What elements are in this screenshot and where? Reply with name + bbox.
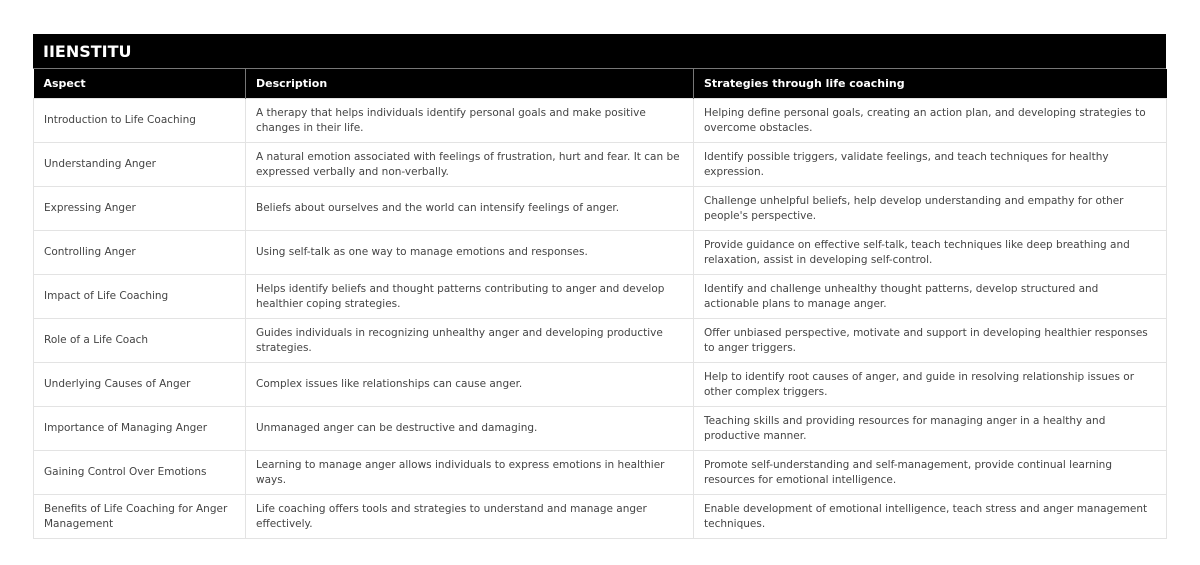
cell-aspect: Introduction to Life Coaching: [33, 98, 246, 143]
cell-strategies: Promote self-understanding and self-mana…: [693, 450, 1167, 495]
cell-aspect: Role of a Life Coach: [33, 318, 246, 363]
cell-description: A natural emotion associated with feelin…: [245, 142, 694, 187]
cell-aspect: Benefits of Life Coaching for Anger Mana…: [33, 494, 246, 539]
cell-description: Complex issues like relationships can ca…: [245, 362, 694, 407]
cell-aspect: Expressing Anger: [33, 186, 246, 231]
cell-aspect: Impact of Life Coaching: [33, 274, 246, 319]
table-row: Understanding Anger A natural emotion ass…: [33, 142, 1167, 187]
cell-description: A therapy that helps individuals identif…: [245, 98, 694, 143]
cell-aspect: Importance of Managing Anger: [33, 406, 246, 451]
cell-strategies: Helping define personal goals, creating …: [693, 98, 1167, 143]
table-row: Importance of Managing Anger Unmanaged an…: [33, 406, 1167, 451]
table-row: Underlying Causes of Anger Complex issues…: [33, 362, 1167, 407]
content-table-container: IIENSTITU Aspect Description Strategies …: [33, 34, 1167, 539]
cell-strategies: Identify and challenge unhealthy thought…: [693, 274, 1167, 319]
cell-strategies: Teaching skills and providing resources …: [693, 406, 1167, 451]
cell-aspect: Understanding Anger: [33, 142, 246, 187]
table-row: Role of a Life Coach Guides individuals i…: [33, 318, 1167, 363]
cell-strategies: Offer unbiased perspective, motivate and…: [693, 318, 1167, 363]
table-row: Expressing Anger Beliefs about ourselves …: [33, 186, 1167, 231]
cell-description: Beliefs about ourselves and the world ca…: [245, 186, 694, 231]
cell-strategies: Enable development of emotional intellig…: [693, 494, 1167, 539]
cell-strategies: Challenge unhelpful beliefs, help develo…: [693, 186, 1167, 231]
header-description: Description: [245, 69, 694, 99]
brand-title: IIENSTITU: [33, 34, 1166, 69]
cell-strategies: Help to identify root causes of anger, a…: [693, 362, 1167, 407]
header-aspect: Aspect: [33, 69, 246, 99]
cell-description: Using self-talk as one way to manage emo…: [245, 230, 694, 275]
table-row: Introduction to Life Coaching A therapy t…: [33, 98, 1167, 143]
cell-aspect: Gaining Control Over Emotions: [33, 450, 246, 495]
cell-description: Guides individuals in recognizing unheal…: [245, 318, 694, 363]
cell-aspect: Controlling Anger: [33, 230, 246, 275]
header-strategies: Strategies through life coaching: [693, 69, 1167, 99]
cell-strategies: Identify possible triggers, validate fee…: [693, 142, 1167, 187]
table-row: Gaining Control Over Emotions Learning to…: [33, 450, 1167, 495]
table-row: Benefits of Life Coaching for Anger Mana…: [33, 494, 1167, 539]
table-row: Controlling Anger Using self-talk as one …: [33, 230, 1167, 275]
cell-strategies: Provide guidance on effective self-talk,…: [693, 230, 1167, 275]
cell-description: Unmanaged anger can be destructive and d…: [245, 406, 694, 451]
cell-description: Helps identify beliefs and thought patte…: [245, 274, 694, 319]
life-coaching-table: Aspect Description Strategies through li…: [33, 69, 1167, 539]
header-row: Aspect Description Strategies through li…: [33, 69, 1167, 99]
table-row: Impact of Life Coaching Helps identify be…: [33, 274, 1167, 319]
cell-description: Learning to manage anger allows individu…: [245, 450, 694, 495]
cell-description: Life coaching offers tools and strategie…: [245, 494, 694, 539]
cell-aspect: Underlying Causes of Anger: [33, 362, 246, 407]
